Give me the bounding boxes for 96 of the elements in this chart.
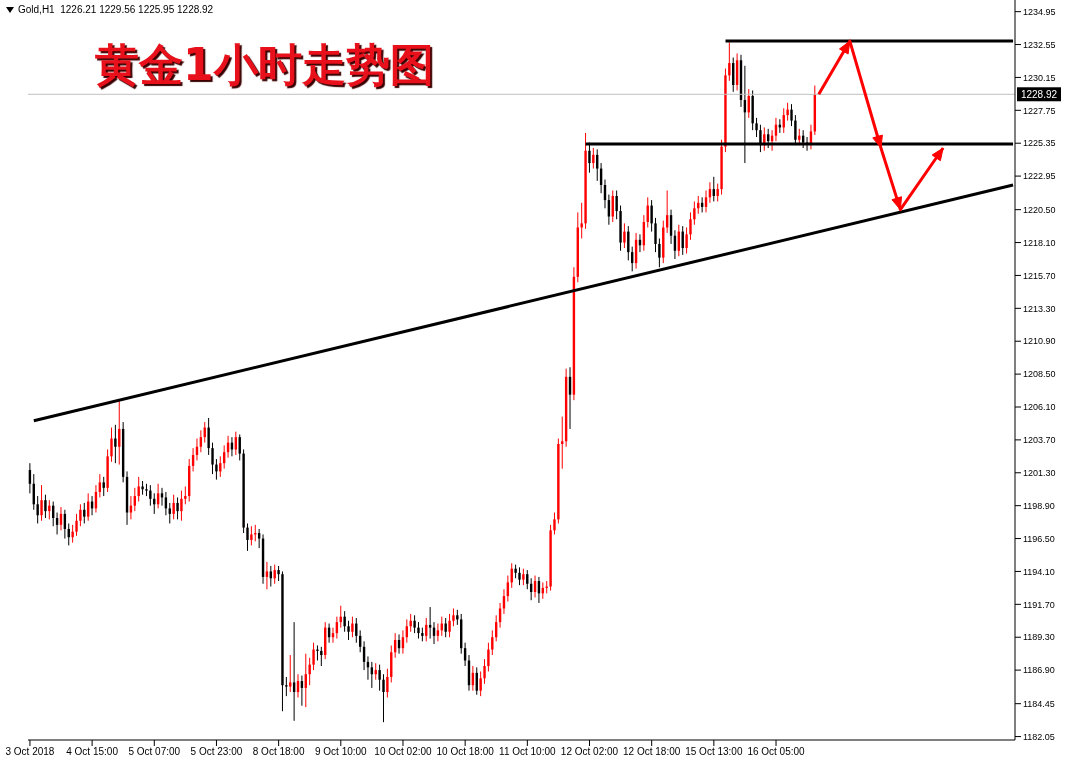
- x-tick-label: 4 Oct 15:00: [66, 746, 119, 758]
- candlestick: [149, 484, 152, 507]
- candlestick: [654, 217, 657, 253]
- x-tick-label: 5 Oct 07:00: [128, 746, 181, 758]
- candlestick: [689, 211, 692, 241]
- candlestick: [308, 657, 311, 686]
- y-tick-label: 1227.75: [1023, 105, 1056, 116]
- x-tick-label: 5 Oct 23:00: [190, 746, 243, 758]
- candlestick: [312, 642, 315, 671]
- candlestick: [215, 458, 218, 481]
- candlestick: [36, 495, 39, 524]
- candlestick: [211, 442, 214, 475]
- y-tick-label: 1208.50: [1023, 369, 1056, 380]
- candlestick: [693, 200, 696, 226]
- x-tick-label: 10 Oct 18:00: [436, 746, 495, 758]
- candlestick: [487, 642, 490, 672]
- candlestick: [343, 610, 346, 633]
- x-tick-label: 3 Oct 2018: [5, 746, 55, 758]
- y-tick-label: 1198.90: [1023, 500, 1055, 511]
- x-tick-label: 15 Oct 13:00: [685, 746, 743, 758]
- candlestick: [351, 616, 354, 638]
- candlestick: [75, 513, 78, 537]
- y-tick-label: 1222.95: [1023, 171, 1056, 182]
- y-tick-label: 1225.35: [1023, 138, 1056, 149]
- x-tick-label: 12 Oct 18:00: [623, 746, 681, 758]
- candlestick: [110, 427, 113, 463]
- candlestick: [320, 646, 323, 667]
- y-tick-label: 1206.10: [1023, 402, 1056, 413]
- candlestick: [102, 476, 105, 497]
- candlestick: [553, 512, 556, 535]
- y-tick-label: 1230.15: [1023, 72, 1056, 83]
- y-tick-label: 1189.30: [1023, 632, 1055, 643]
- candlestick: [790, 103, 793, 127]
- candlestick: [44, 494, 47, 519]
- y-tick-label: 1234.95: [1023, 6, 1056, 17]
- candlestick: [378, 664, 381, 692]
- y-tick-label: 1215.70: [1023, 270, 1056, 281]
- candlestick: [176, 496, 179, 520]
- candlestick: [207, 417, 210, 456]
- candlestick: [580, 202, 583, 239]
- y-tick-label: 1196.50: [1023, 533, 1055, 544]
- candlestick: [257, 528, 261, 549]
- candlestick: [137, 476, 140, 503]
- y-tick-label: 1182.05: [1023, 731, 1055, 742]
- x-tick-label: 11 Oct 10:00: [499, 746, 557, 758]
- candlestick: [436, 623, 440, 642]
- candlestick: [448, 613, 451, 638]
- candlestick: [114, 424, 117, 464]
- x-tick-label: 9 Oct 10:00: [314, 746, 368, 758]
- candlestick: [627, 225, 630, 261]
- candlestick: [650, 199, 653, 233]
- candlestick: [755, 117, 758, 138]
- y-tick-label: 1184.45: [1023, 698, 1055, 709]
- candlestick: [386, 668, 389, 699]
- candlestick: [685, 226, 688, 255]
- candlestick: [40, 484, 43, 522]
- y-tick-label: 1201.30: [1023, 467, 1056, 478]
- y-tick-label: 1210.90: [1023, 336, 1056, 347]
- y-tick-label: 1191.70: [1023, 599, 1055, 610]
- candlestick: [444, 617, 447, 638]
- x-tick-label: 10 Oct 02:00: [374, 746, 433, 758]
- candlestick: [168, 502, 171, 524]
- candlestick: [265, 561, 269, 590]
- candlestick: [382, 673, 385, 723]
- candlestick: [728, 41, 731, 82]
- candlestick: [483, 658, 486, 685]
- candlestick: [316, 644, 319, 662]
- candlestick: [172, 494, 175, 520]
- candlestick: [180, 490, 183, 522]
- y-tick-label: 1213.30: [1023, 303, 1056, 314]
- candlestick: [347, 620, 350, 641]
- y-tick-label: 1232.55: [1023, 39, 1056, 50]
- y-tick-label: 1194.10: [1023, 566, 1055, 577]
- candlestick: [615, 189, 618, 220]
- candlestick: [623, 222, 626, 249]
- candlestick: [592, 147, 595, 170]
- candlestick: [479, 670, 482, 697]
- candlestick: [289, 654, 292, 693]
- candlestick: [79, 503, 82, 527]
- candlestick: [250, 525, 253, 546]
- x-tick-label: 12 Oct 02:00: [560, 746, 619, 758]
- y-tick-label: 1220.50: [1023, 204, 1056, 215]
- x-tick-label: 16 Oct 05:00: [747, 746, 806, 758]
- candlestick: [285, 676, 288, 697]
- x-tick-label: 8 Oct 18:00: [252, 746, 305, 758]
- candlestick: [273, 564, 276, 585]
- candlestick: [246, 522, 249, 552]
- candlestick: [48, 499, 51, 520]
- text: 黄金1小时走势图: [95, 38, 434, 92]
- y-tick-label: 1203.70: [1023, 435, 1056, 446]
- y-tick-label: 1186.90: [1023, 665, 1055, 676]
- ref-line-label: 1228.92: [1020, 89, 1058, 101]
- y-tick-label: 1218.10: [1023, 237, 1056, 248]
- annotation: Gold,H1 1226.21 1229.56 1225.95 1228.92: [18, 4, 214, 15]
- candlestick: [658, 237, 661, 268]
- candlestick: [491, 629, 494, 656]
